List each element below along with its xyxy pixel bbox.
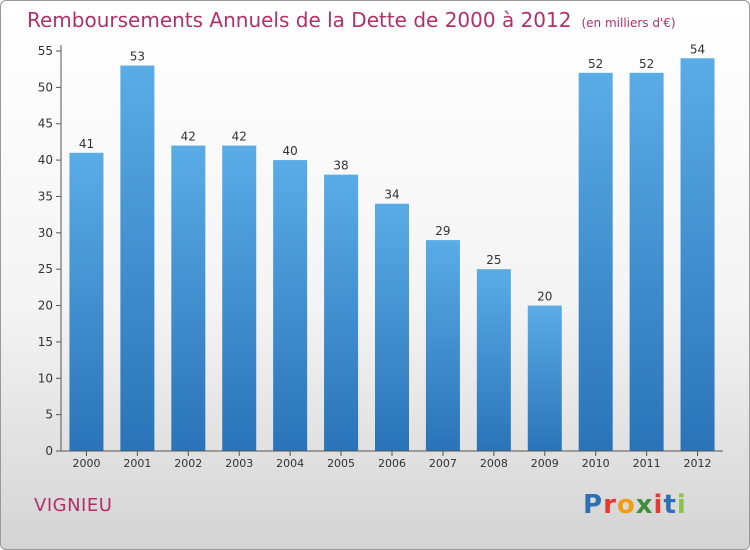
y-tick-label: 0 [45,444,53,458]
bar-value-label: 20 [537,290,552,304]
y-tick-label: 40 [38,153,53,167]
bar [222,145,257,451]
logo-letter: o [616,490,636,520]
y-tick-label: 35 [38,189,53,203]
chart-title-text: Remboursements Annuels de la Dette de 20… [27,8,572,32]
bar-value-label: 42 [181,130,196,144]
bar [425,240,460,451]
bar [375,203,409,451]
x-tick-label: 2006 [378,457,406,470]
bar-value-label: 54 [690,42,705,56]
bar-value-label: 29 [435,224,450,238]
y-tick-label: 5 [45,408,53,422]
bar-value-label: 40 [283,144,298,158]
bar-value-label: 41 [79,137,94,151]
x-tick-label: 2007 [429,457,457,470]
bar [324,174,359,452]
bar-value-label: 52 [639,57,654,71]
x-tick-label: 2010 [582,457,610,470]
bar-value-label: 53 [130,50,145,64]
bar-value-label: 25 [486,253,501,267]
y-tick-label: 45 [38,117,53,131]
bar [629,72,664,452]
logo-letter: x [635,490,654,520]
x-tick-label: 2003 [225,457,253,470]
y-tick-label: 15 [38,335,53,349]
x-tick-label: 2009 [531,457,559,470]
bar-value-label: 34 [384,188,399,202]
logo-letter: i [653,490,664,520]
x-tick-label: 2001 [123,457,151,470]
commune-name: VIGNIEU [34,495,113,516]
bar [578,72,613,452]
y-tick-label: 30 [38,226,53,240]
bar [527,305,562,451]
bar [171,145,206,451]
chart-unit-note: (en milliers d'€) [581,16,676,30]
logo-letter: i [676,490,687,520]
y-tick-label: 25 [38,262,53,276]
x-tick-label: 2004 [276,457,304,470]
logo-letter: P [583,490,604,520]
bar-value-label: 52 [588,57,603,71]
logo-letter: r [603,490,617,520]
bar [476,269,511,451]
bar-value-label: 38 [333,159,348,173]
y-tick-label: 20 [38,299,53,313]
bar [120,65,155,451]
proxiti-logo: Proxiti [583,490,687,520]
bar [680,58,715,451]
x-tick-label: 2012 [684,457,712,470]
chart-title: Remboursements Annuels de la Dette de 20… [27,8,676,32]
x-tick-label: 2008 [480,457,508,470]
x-tick-label: 2005 [327,457,355,470]
logo-letter: t [663,490,677,520]
bar [273,160,308,451]
x-tick-label: 2002 [174,457,202,470]
x-tick-label: 2011 [633,457,661,470]
y-tick-label: 10 [38,371,53,385]
bar-value-label: 42 [232,130,247,144]
y-tick-label: 50 [38,80,53,94]
y-tick-label: 55 [38,44,53,58]
x-tick-label: 2000 [72,457,100,470]
bar [69,152,104,451]
